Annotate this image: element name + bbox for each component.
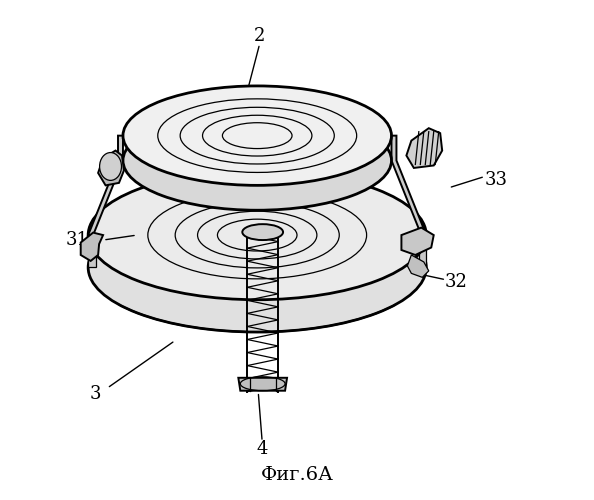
Ellipse shape xyxy=(123,111,391,210)
Text: 32: 32 xyxy=(445,274,467,291)
Text: Фиг.6А: Фиг.6А xyxy=(261,466,333,483)
Polygon shape xyxy=(88,136,123,235)
Ellipse shape xyxy=(100,152,122,180)
Ellipse shape xyxy=(123,86,391,186)
Polygon shape xyxy=(406,128,442,168)
Text: 2: 2 xyxy=(254,27,266,45)
Ellipse shape xyxy=(88,203,426,332)
Polygon shape xyxy=(98,150,124,186)
Polygon shape xyxy=(238,378,287,390)
Text: 31а: 31а xyxy=(65,231,99,249)
Polygon shape xyxy=(391,136,426,235)
Text: 3: 3 xyxy=(90,385,102,403)
Ellipse shape xyxy=(242,224,283,240)
Text: 4: 4 xyxy=(257,440,268,458)
Polygon shape xyxy=(419,235,426,268)
Polygon shape xyxy=(88,235,96,268)
Text: 33: 33 xyxy=(484,172,507,190)
Polygon shape xyxy=(81,232,103,261)
Polygon shape xyxy=(407,255,429,278)
Polygon shape xyxy=(402,228,434,255)
Ellipse shape xyxy=(88,170,426,300)
